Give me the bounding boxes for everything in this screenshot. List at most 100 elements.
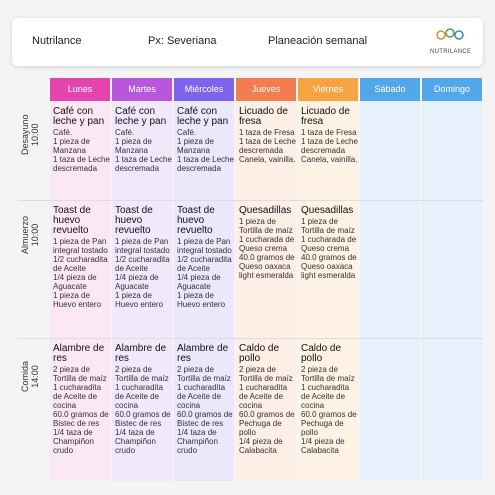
ingredient: 2 pieza de Tortilla de maíz bbox=[177, 365, 231, 383]
meal-time: 10:00 bbox=[30, 123, 40, 146]
ingredient: 1/4 pieza de Aguacate bbox=[115, 273, 159, 291]
row-divider bbox=[18, 200, 483, 201]
ingredient: 1 pieza de Pan integral tostado bbox=[53, 237, 108, 255]
ingredient: 2 pieza de Tortilla de maíz bbox=[301, 365, 355, 383]
meal-label: Desayuno 10:00 bbox=[18, 103, 46, 200]
ingredient: Canela, vainilla. bbox=[239, 155, 296, 164]
meal-cell: Quesadillas 1 pieza de Tortilla de maíz 1 … bbox=[298, 202, 358, 338]
ingredient: 1 taza de Leche descremada bbox=[53, 155, 110, 173]
ingredient: Canela, vainilla. bbox=[301, 155, 358, 164]
day-column bbox=[174, 101, 234, 481]
meal-cell: Licuado de fresa 1 taza de Fresa 1 taza de… bbox=[298, 103, 358, 200]
ingredient: 1/4 pieza de Aguacate bbox=[53, 273, 97, 291]
ingredient: 1 cucharada de Queso crema bbox=[239, 235, 295, 253]
ingredient: 1/2 cucharadita de Aceite bbox=[115, 255, 170, 273]
ingredient: 60.0 gramos de Pechuga de pollo bbox=[239, 410, 295, 437]
meal-label-text: Desayuno 10:00 bbox=[20, 114, 40, 155]
meal-cell: Toast de huevo revuelto 1 pieza de Pan in… bbox=[50, 202, 110, 338]
day-header: Miércoles bbox=[174, 78, 234, 101]
ingredient: 60.0 gramos de Bistec de res bbox=[177, 410, 233, 428]
meal-cell: Café con leche y pan Café. 1 pieza de Manz… bbox=[112, 103, 172, 200]
ingredient: 1 taza de Leche descremada bbox=[177, 155, 234, 173]
day-header: Martes bbox=[112, 78, 172, 101]
ingredient: Café. bbox=[115, 128, 135, 137]
ingredient: 1/2 cucharadita de Aceite bbox=[53, 255, 108, 273]
ingredient: 1 pieza de Huevo entero bbox=[177, 291, 226, 309]
meal-label-text: Comida 14:00 bbox=[20, 361, 40, 392]
ingredient: 1 pieza de Manzana bbox=[177, 137, 214, 155]
dish-title: Café con leche y pan bbox=[177, 106, 229, 127]
ingredient: 2 pieza de Tortilla de maíz bbox=[239, 365, 293, 383]
dish-title: Alambre de res bbox=[53, 343, 105, 364]
ingredient: 1/4 pieza de Calabacita bbox=[301, 437, 345, 455]
day-header: Jueves bbox=[236, 78, 296, 101]
day-column bbox=[422, 101, 482, 481]
ingredient: 1 cucharadita de Aceite de cocina bbox=[115, 383, 164, 410]
ingredient: Café. bbox=[53, 128, 73, 137]
dish-title: Café con leche y pan bbox=[115, 106, 167, 127]
dish-title: Quesadillas bbox=[301, 205, 354, 216]
ingredient: 2 pieza de Tortilla de maíz bbox=[115, 365, 169, 383]
ingredient: 1/4 taza de Champiñon crudo bbox=[115, 428, 156, 455]
dish-title: Café con leche y pan bbox=[53, 106, 105, 127]
meal-label: Comida 14:00 bbox=[18, 340, 46, 482]
ingredient: 1 taza de Fresa bbox=[239, 128, 295, 137]
day-column bbox=[112, 101, 172, 481]
ingredient: 60.0 gramos de Pechuga de pollo bbox=[301, 410, 357, 437]
ingredient: 40.0 gramos de Queso oaxaca light esmera… bbox=[239, 253, 295, 280]
ingredient: 1 pieza de Tortilla de maíz bbox=[301, 217, 355, 235]
day-header: Domingo bbox=[422, 78, 482, 101]
dish-title: Toast de huevo revuelto bbox=[115, 205, 153, 236]
day-header: Sábado bbox=[360, 78, 420, 101]
dish-title: Licuado de fresa bbox=[301, 106, 350, 127]
ingredient: 60.0 gramos de Bistec de res bbox=[53, 410, 109, 428]
ingredient: 1 taza de Leche descremada bbox=[301, 137, 358, 155]
meal-cell: Café con leche y pan Café. 1 pieza de Manz… bbox=[174, 103, 234, 200]
day-column bbox=[236, 101, 296, 481]
ingredient: 1 pieza de Huevo entero bbox=[53, 291, 102, 309]
ingredient: 1 pieza de Tortilla de maíz bbox=[239, 217, 293, 235]
ingredient: 60.0 gramos de Bistec de res bbox=[115, 410, 171, 428]
ingredient: 1 taza de Leche descremada bbox=[239, 137, 296, 155]
ingredient: 1/4 taza de Champiñon crudo bbox=[177, 428, 218, 455]
dish-title: Caldo de pollo bbox=[239, 343, 280, 364]
meal-name: Desayuno bbox=[20, 114, 30, 155]
meal-cell: Alambre de res 2 pieza de Tortilla de maí… bbox=[112, 340, 172, 482]
logo: NUTRILANCE bbox=[430, 26, 471, 55]
ingredient: 1 pieza de Huevo entero bbox=[115, 291, 164, 309]
ingredient: 1/2 cucharadita de Aceite bbox=[177, 255, 232, 273]
ingredient: 40.0 gramos de Queso oaxaca light esmera… bbox=[301, 253, 357, 280]
day-column bbox=[298, 101, 358, 481]
ingredient: 1 pieza de Pan integral tostado bbox=[115, 237, 170, 255]
meal-cell: Toast de huevo revuelto 1 pieza de Pan in… bbox=[174, 202, 234, 338]
dish-title: Licuado de fresa bbox=[239, 106, 288, 127]
row-divider bbox=[18, 338, 483, 339]
ingredient: 1 taza de Fresa bbox=[301, 128, 357, 137]
day-header: Viernes bbox=[298, 78, 358, 101]
meal-cell: Licuado de fresa 1 taza de Fresa 1 taza de… bbox=[236, 103, 296, 200]
meal-cell: Caldo de pollo 2 pieza de Tortilla de maí… bbox=[298, 340, 358, 482]
ingredient: 1/4 pieza de Calabacita bbox=[239, 437, 283, 455]
header-card: Nutrilance Px: Severiana Planeación sema… bbox=[12, 18, 483, 66]
ingredient: 1 pieza de Manzana bbox=[53, 137, 90, 155]
meal-cell: Toast de huevo revuelto 1 pieza de Pan in… bbox=[112, 202, 172, 338]
meal-cell: Alambre de res 2 pieza de Tortilla de maí… bbox=[174, 340, 234, 482]
meal-cell: Alambre de res 2 pieza de Tortilla de maí… bbox=[50, 340, 110, 482]
meal-cell: Café con leche y pan Café. 1 pieza de Manz… bbox=[50, 103, 110, 200]
meal-time: 10:00 bbox=[30, 223, 40, 247]
plan-title: Planeación semanal bbox=[268, 35, 368, 47]
meal-time: 14:00 bbox=[30, 365, 40, 388]
day-column bbox=[50, 101, 110, 481]
ingredient: 1 cucharadita de Aceite de cocina bbox=[301, 383, 350, 410]
ingredient: 1 pieza de Pan integral tostado bbox=[177, 237, 232, 255]
patient: Px: Severiana bbox=[148, 35, 217, 47]
meal-label: Almuerzo 10:00 bbox=[18, 202, 46, 338]
ingredient: 1 cucharadita de Aceite de cocina bbox=[239, 383, 288, 410]
dish-title: Quesadillas bbox=[239, 205, 292, 216]
dish-title: Alambre de res bbox=[177, 343, 229, 364]
day-header: Lunes bbox=[50, 78, 110, 101]
ingredient: 1 taza de Leche descremada bbox=[115, 155, 172, 173]
day-column bbox=[360, 101, 420, 481]
